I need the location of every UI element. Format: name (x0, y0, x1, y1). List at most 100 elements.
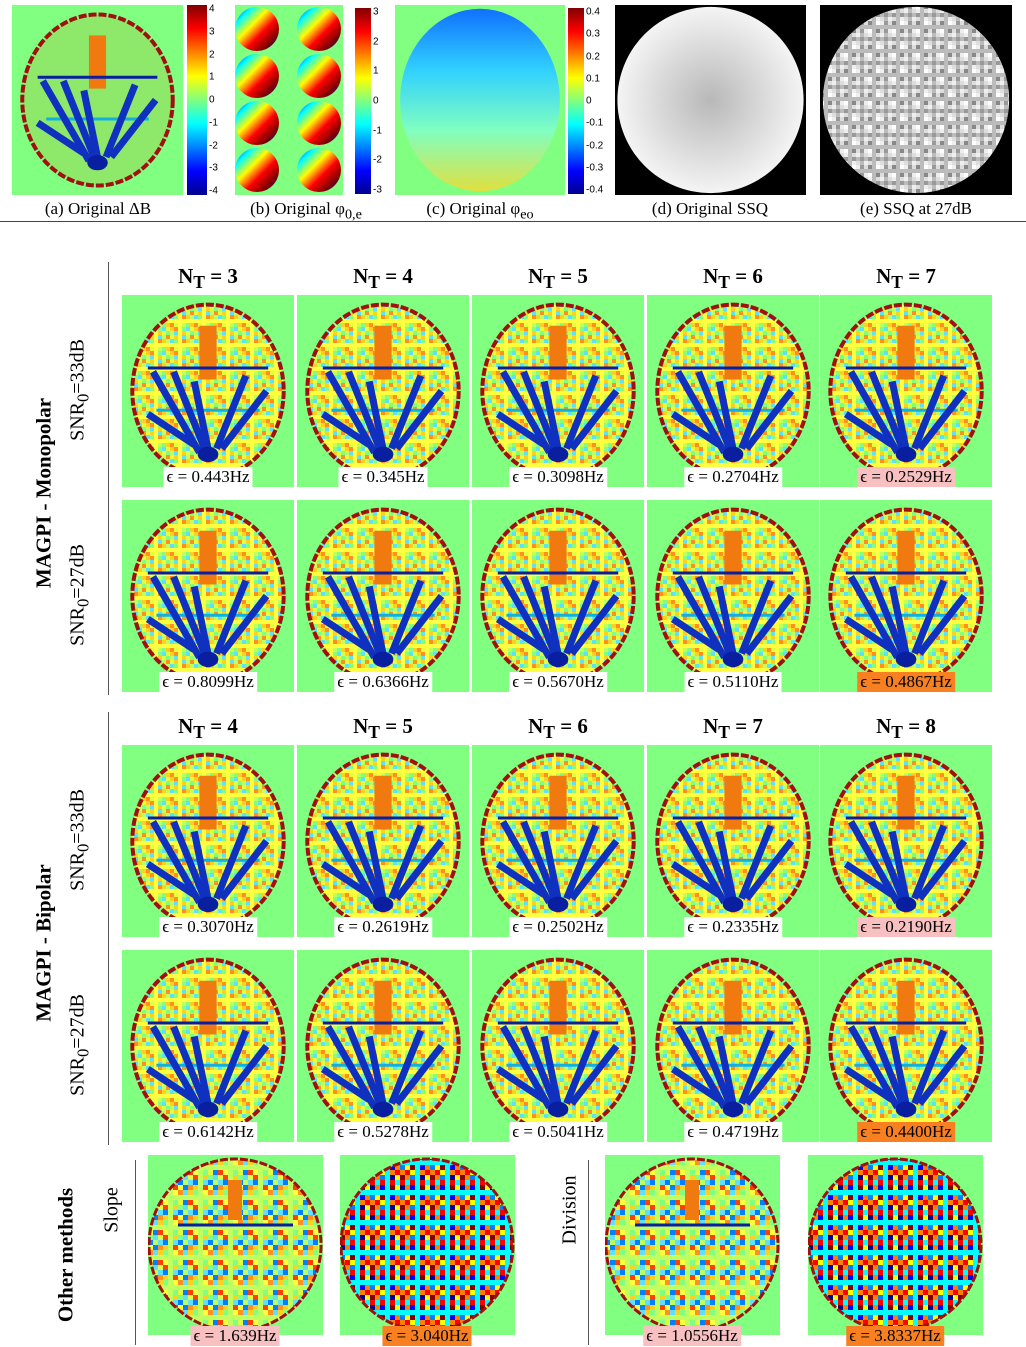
text-sym: N (353, 264, 368, 288)
reconstruction (647, 295, 819, 487)
text-sym: N (528, 714, 543, 738)
colorbar (187, 5, 207, 195)
column-header: NT = 7 (876, 264, 936, 293)
divider (135, 1160, 136, 1345)
colorbar-tick: -2 (209, 140, 218, 151)
divider (588, 1160, 589, 1345)
section-title: MAGPI - Bipolar (32, 864, 57, 1022)
text-rest: =27dB (67, 994, 89, 1049)
text-sym: N (876, 264, 891, 288)
text-eq: = 7 (730, 714, 763, 738)
error-label: ϵ = 0.3070Hz (159, 917, 257, 937)
colorbar-tick: 0.1 (586, 73, 600, 84)
text-sub: T (891, 722, 903, 742)
error-label: ϵ = 0.4719Hz (684, 1122, 782, 1142)
text-text: SNR (67, 852, 89, 891)
text-sym: N (528, 264, 543, 288)
error-label: ϵ = 0.2619Hz (334, 917, 432, 937)
error-label: ϵ = 3.040Hz (382, 1326, 471, 1346)
reconstruction (122, 295, 294, 487)
divider (108, 712, 109, 1145)
error-label: ϵ = 0.8099Hz (159, 672, 257, 692)
text-sub: T (718, 272, 730, 292)
caption: (b) Original φ0,e (250, 199, 362, 223)
colorbar-tick: -2 (373, 155, 382, 166)
image-3 (615, 5, 806, 195)
reconstruction (820, 745, 992, 937)
reconstruction (340, 1155, 515, 1335)
column-header: NT = 6 (703, 264, 763, 293)
text-eq: = 5 (380, 714, 413, 738)
text-sub: T (193, 722, 205, 742)
text-sub: 0 (74, 599, 93, 607)
colorbar-tick: 1 (209, 72, 215, 83)
reconstruction (647, 745, 819, 937)
error-label: ϵ = 1.639Hz (190, 1326, 279, 1346)
colorbar-tick: 0 (209, 95, 215, 106)
text-rest: =33dB (67, 339, 89, 394)
image-4 (820, 5, 1012, 195)
error-label: ϵ = 0.5278Hz (334, 1122, 432, 1142)
column-header: NT = 4 (178, 714, 238, 743)
caption: (e) SSQ at 27dB (860, 199, 972, 219)
error-label: ϵ = 0.5670Hz (509, 672, 607, 692)
text-sub: 0 (74, 394, 93, 402)
colorbar-tick: -0.3 (586, 162, 603, 173)
column-header: NT = 5 (528, 264, 588, 293)
error-label: ϵ = 0.2190Hz (857, 917, 955, 937)
text-text: (e) SSQ at 27dB (860, 199, 972, 218)
column-header: NT = 7 (703, 714, 763, 743)
text-sub: 0 (74, 1049, 93, 1057)
error-label: ϵ = 0.2529Hz (857, 467, 955, 487)
colorbar-tick: -3 (373, 185, 382, 196)
colorbar-tick: 2 (373, 36, 379, 47)
colorbar (355, 8, 371, 194)
text-sym: N (703, 264, 718, 288)
reconstruction (472, 500, 644, 692)
figure: (a) Original ΔB (b) Original φ0,e (c) Orig… (0, 0, 1026, 1347)
reconstruction (122, 950, 294, 1142)
text-sub: T (718, 722, 730, 742)
method-label: Slope (101, 1187, 124, 1233)
error-label: ϵ = 3.8337Hz (846, 1326, 944, 1346)
text-text: SNR (67, 607, 89, 646)
text-text: (a) Original ΔB (45, 199, 151, 218)
column-header: NT = 6 (528, 714, 588, 743)
error-label: ϵ = 0.2502Hz (509, 917, 607, 937)
column-header: NT = 5 (353, 714, 413, 743)
reconstruction (297, 295, 469, 487)
colorbar-tick: 2 (209, 49, 215, 60)
error-label: ϵ = 1.0556Hz (643, 1326, 741, 1346)
text-sub: eo (520, 206, 533, 222)
text-eq: = 7 (903, 264, 936, 288)
text-text: SNR (67, 402, 89, 441)
reconstruction (820, 295, 992, 487)
text-sub: T (891, 272, 903, 292)
error-label: ϵ = 0.3098Hz (509, 467, 607, 487)
reconstruction (605, 1155, 780, 1335)
row-label: SNR0=27dB (67, 544, 94, 646)
colorbar-tick: 0.3 (586, 29, 600, 40)
error-label: ϵ = 0.6142Hz (159, 1122, 257, 1142)
colorbar-tick: -4 (209, 186, 218, 197)
error-label: ϵ = 0.2704Hz (684, 467, 782, 487)
reconstruction (148, 1155, 323, 1335)
section-title: Other methods (54, 1188, 79, 1322)
caption: (c) Original φeo (426, 199, 533, 223)
colorbar-tick: 0.4 (586, 7, 600, 18)
text-sym: N (703, 714, 718, 738)
colorbar-tick: 1 (373, 66, 379, 77)
reconstruction (647, 500, 819, 692)
text-text: (b) Original φ (250, 199, 345, 218)
text-sym: N (178, 264, 193, 288)
text-text: (d) Original SSQ (652, 199, 768, 218)
text-rest: =33dB (67, 789, 89, 844)
text-sub: 0 (74, 844, 93, 852)
text-rest: =27dB (67, 544, 89, 599)
section-title: MAGPI - Monopolar (32, 397, 57, 587)
text-eq: = 6 (555, 714, 588, 738)
column-header: NT = 8 (876, 714, 936, 743)
colorbar-tick: -1 (373, 125, 382, 136)
text-eq: = 4 (380, 264, 413, 288)
reconstruction (647, 950, 819, 1142)
